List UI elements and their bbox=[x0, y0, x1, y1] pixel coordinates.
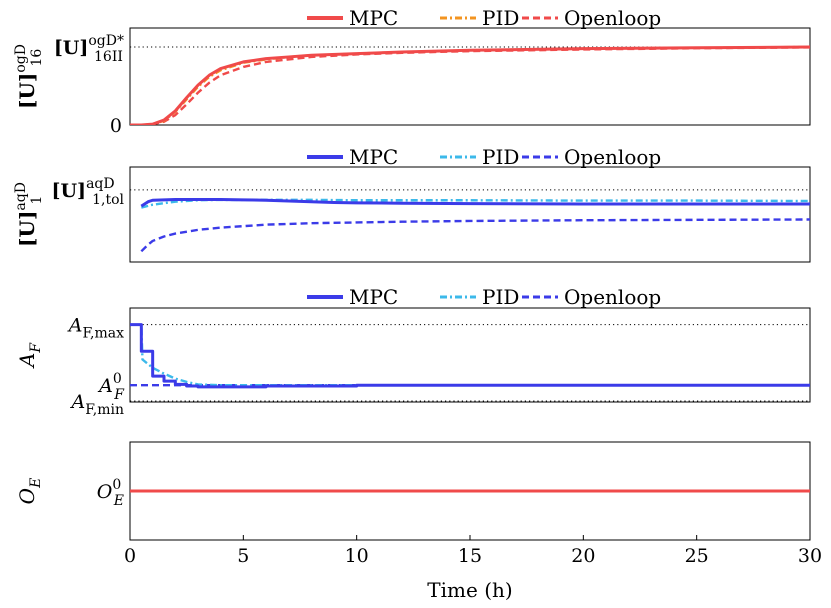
panel-1-ylabel-main: [U] bbox=[15, 73, 39, 109]
panel-4-y-axis-title: OE bbox=[15, 478, 44, 505]
panel-1-ref-label-1-sup: ogD* bbox=[88, 33, 124, 49]
panel-3-y-tick-1-main: A bbox=[97, 375, 113, 397]
panel-2-ref-label-1: [U]aqD 1,tol bbox=[52, 176, 125, 208]
panel-4-ylabel-sub: E bbox=[28, 478, 44, 489]
x-tick-label-30: 30 bbox=[798, 545, 822, 567]
x-tick-label-0: 0 bbox=[124, 545, 136, 567]
panel-3-ref-label-1-main: A bbox=[67, 315, 83, 337]
panel-2-legend-label-mpc: MPC bbox=[349, 145, 398, 169]
panel-2-legend-label-pid: PID bbox=[482, 145, 519, 169]
panel-1-series-openloop bbox=[130, 46, 810, 125]
panel-1-ylabel-sup: ogD bbox=[13, 44, 29, 73]
panel-4: O0 EOE bbox=[15, 441, 811, 541]
panel-3-series-pid bbox=[130, 323, 810, 387]
panel-2-ref-label-1-main: [U] bbox=[52, 180, 87, 202]
panel-1-ylabel: [U]ogD16 bbox=[13, 44, 45, 109]
panel-1-frame bbox=[129, 27, 811, 126]
panel-3-y-tick-1-sub: F bbox=[113, 387, 125, 403]
panel-3-ref-label-2-sub: F,min bbox=[85, 402, 124, 418]
panel-3-y-axis-title: AF bbox=[15, 342, 44, 369]
x-axis: 0 5 10 15 20 25 30 bbox=[124, 535, 822, 567]
panel-3-legend: MPC PID Openloop bbox=[307, 285, 661, 309]
x-tick-label-15: 15 bbox=[458, 545, 482, 567]
panel-1-ylabel-sub: 16 bbox=[29, 49, 45, 67]
panel-1-series-mpc bbox=[130, 45, 810, 125]
panel-3-legend-label-openloop: Openloop bbox=[564, 285, 661, 309]
panel-3-ref-label-1: AF,max bbox=[67, 315, 124, 342]
panel-2-ylabel-main: [U] bbox=[15, 211, 39, 247]
x-tick-label-10: 10 bbox=[345, 545, 369, 567]
panel-4-ylabel-main: O bbox=[15, 488, 39, 504]
panel-3-ylabel: AF bbox=[15, 342, 44, 369]
panel-2-frame bbox=[129, 166, 811, 263]
panel-1-series-group bbox=[130, 45, 810, 125]
panel-4-y-tick-1-sub: E bbox=[113, 493, 124, 509]
panel-4-y-tick-1: O0 E bbox=[97, 477, 124, 509]
panel-1-series-pid bbox=[130, 45, 810, 125]
panel-2-legend: MPC PID Openloop bbox=[307, 145, 661, 169]
x-tick-label-25: 25 bbox=[685, 545, 709, 567]
panel-1-y-axis-title: [U]ogD16 bbox=[13, 44, 45, 109]
x-tick-label-5: 5 bbox=[237, 545, 249, 567]
panel-2-series-openloop bbox=[140, 218, 810, 253]
panel-3-y-tick-1: A0 F bbox=[97, 371, 125, 403]
panel-1-ref-label-1: [U]ogD* 16II bbox=[54, 33, 124, 65]
panel-1-y-tick-1: 0 bbox=[110, 115, 122, 137]
panel-2-ylabel-sup: aqD bbox=[13, 182, 29, 211]
panel-2-legend-label-openloop: Openloop bbox=[564, 145, 661, 169]
panel-2-ylabel: [U]aqD1 bbox=[13, 182, 45, 247]
panel-4-y-tick-1-sup: 0 bbox=[112, 477, 121, 493]
panel-3-series-group bbox=[130, 323, 810, 389]
panel-1-legend-label-openloop: Openloop bbox=[564, 6, 661, 30]
panel-1-ref-label-1-sub: 16II bbox=[94, 49, 123, 65]
x-tick-label-20: 20 bbox=[571, 545, 595, 567]
panel-2-ylabel-sub: 1 bbox=[29, 196, 45, 205]
panel-1-legend: MPC PID Openloop bbox=[307, 6, 661, 30]
panel-2-y-axis-title: [U]aqD1 bbox=[13, 182, 45, 247]
panel-3-frame bbox=[129, 307, 811, 403]
panel-2-series-group bbox=[140, 198, 810, 253]
panel-1-ref-label-1-main: [U] bbox=[54, 37, 89, 59]
panel-4-y-tick-1-main: O bbox=[97, 481, 113, 503]
panel-1-legend-label-mpc: MPC bbox=[349, 6, 398, 30]
panel-3-legend-label-mpc: MPC bbox=[349, 285, 398, 309]
panel-3-ylabel-main: A bbox=[15, 353, 39, 369]
panel-3-ylabel-sub: F bbox=[28, 342, 44, 354]
panel-3-series-mpc bbox=[130, 323, 810, 389]
panel-3-y-tick-1-sup: 0 bbox=[113, 371, 122, 387]
panel-3-ref-label-2-main: A bbox=[70, 391, 86, 413]
panel-2-series-pid bbox=[141, 198, 810, 209]
panel-2-ref-label-1-sub: 1,tol bbox=[92, 192, 124, 208]
panel-2-ref-label-1-sup: aqD bbox=[86, 176, 115, 192]
panel-2-series-mpc bbox=[140, 198, 810, 208]
panel-1-legend-label-pid: PID bbox=[482, 6, 519, 30]
panel-3-ref-label-2: AF,min bbox=[70, 391, 125, 418]
x-axis-title: Time (h) bbox=[427, 578, 512, 602]
panel-3-ref-label-1-sub: F,max bbox=[82, 326, 124, 342]
panel-4-ylabel: OE bbox=[15, 478, 44, 505]
panel-3-legend-label-pid: PID bbox=[482, 285, 519, 309]
